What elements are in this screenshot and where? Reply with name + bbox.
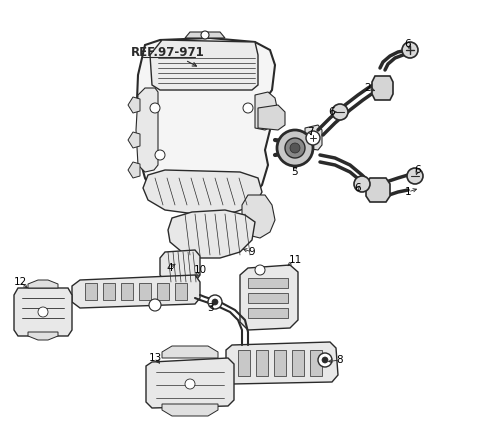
Polygon shape [248,293,288,303]
Circle shape [407,168,423,184]
Polygon shape [240,265,298,330]
Circle shape [208,295,222,309]
Circle shape [155,150,165,160]
Circle shape [277,130,313,166]
Circle shape [318,353,332,367]
Polygon shape [292,350,304,376]
Text: 2: 2 [365,83,372,93]
Circle shape [185,379,195,389]
Circle shape [285,138,305,158]
Polygon shape [14,288,72,336]
Text: 6: 6 [329,107,336,117]
Polygon shape [162,404,218,416]
Polygon shape [366,178,390,202]
Polygon shape [103,283,115,300]
Circle shape [306,131,320,145]
Circle shape [354,176,370,192]
Text: 11: 11 [288,255,301,265]
Text: 10: 10 [193,265,206,275]
Polygon shape [185,32,225,38]
Circle shape [290,143,300,153]
Circle shape [402,42,418,58]
Polygon shape [175,283,187,300]
Text: 1: 1 [405,187,411,197]
Polygon shape [160,250,200,282]
Polygon shape [136,88,158,172]
Polygon shape [274,350,286,376]
Polygon shape [168,210,255,258]
Circle shape [243,103,253,113]
Polygon shape [146,358,234,408]
Polygon shape [305,125,322,150]
Polygon shape [157,283,169,300]
Polygon shape [28,280,58,288]
Text: 3: 3 [207,303,213,313]
Text: 6: 6 [355,183,361,193]
Circle shape [149,299,161,311]
Text: 6: 6 [415,165,421,175]
Polygon shape [85,283,97,300]
Polygon shape [248,278,288,288]
Polygon shape [238,350,250,376]
Polygon shape [255,92,278,130]
Polygon shape [121,283,133,300]
Polygon shape [310,350,322,376]
Polygon shape [242,195,275,238]
Polygon shape [150,40,258,90]
Text: 12: 12 [13,277,26,287]
Text: 6: 6 [405,39,411,49]
Polygon shape [28,332,58,340]
Polygon shape [128,132,140,148]
Circle shape [255,265,265,275]
Polygon shape [72,275,200,308]
Polygon shape [226,342,338,384]
Circle shape [201,31,209,39]
Circle shape [150,103,160,113]
Text: REF.97-971: REF.97-971 [131,45,205,58]
Polygon shape [128,97,140,113]
Circle shape [332,104,348,120]
Text: 5: 5 [292,167,298,177]
Text: 13: 13 [148,353,162,363]
Polygon shape [139,283,151,300]
Circle shape [212,299,218,305]
Polygon shape [372,76,393,100]
Circle shape [322,357,328,363]
Text: 7: 7 [307,127,313,137]
Text: 9: 9 [249,247,255,257]
Polygon shape [128,162,140,178]
Polygon shape [258,105,285,130]
Text: 8: 8 [336,355,343,365]
Polygon shape [162,346,218,358]
Circle shape [38,307,48,317]
Polygon shape [248,308,288,318]
Polygon shape [256,350,268,376]
Polygon shape [143,170,262,214]
Text: 4: 4 [167,263,173,273]
Polygon shape [137,38,275,210]
